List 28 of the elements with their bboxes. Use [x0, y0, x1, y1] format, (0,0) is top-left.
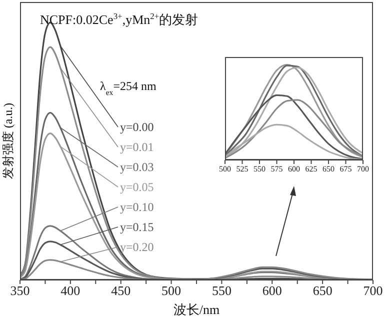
text: y=0.00	[120, 120, 154, 134]
x-tick-label: 700	[363, 283, 383, 298]
annotation: λ$_{ex}$=254 nm	[100, 79, 157, 96]
x-axis-title: 波长/nm	[173, 302, 220, 317]
x-tick-label: 700	[357, 164, 369, 174]
x-tick-label: 600	[288, 164, 300, 174]
x-tick-label: 650	[322, 164, 334, 174]
x-tick-label: 500	[219, 164, 231, 174]
x-tick-label: 675	[340, 164, 352, 174]
x-tick-label: 650	[312, 283, 332, 298]
x-tick-label: 525	[236, 164, 248, 174]
text: y=0.05	[120, 180, 154, 194]
x-tick-label: 600	[262, 283, 282, 298]
x-tick-label: 575	[270, 164, 283, 174]
x-tick-label: 500	[162, 283, 182, 298]
x-tick-label: 350	[10, 283, 30, 298]
text: y=0.01	[120, 140, 154, 154]
chart-title: NCPF:0.02Ce$^{3+}$,yMn$^{2+}$的发射	[40, 11, 198, 27]
text: y=0.10	[120, 200, 154, 214]
x-tick-label: 450	[111, 283, 131, 298]
y-axis-title: 发射强度 (a.u.)	[1, 102, 15, 180]
text: y=0.03	[120, 160, 154, 174]
x-tick-label: 550	[254, 164, 266, 174]
text: y=0.15	[120, 220, 154, 234]
legend-label: y=0.20	[120, 240, 154, 254]
x-tick-label: 625	[305, 164, 318, 174]
x-tick-label: 400	[60, 283, 80, 298]
x-tick-label: 550	[212, 283, 232, 298]
